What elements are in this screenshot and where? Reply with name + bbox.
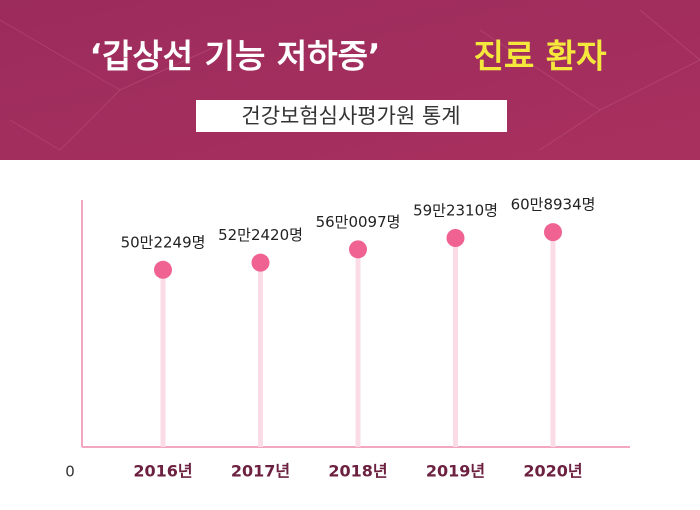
subtitle: 건강보험심사평가원 통계 [241,104,460,128]
dot [251,253,270,272]
subtitle-box [196,100,507,132]
dot [349,240,367,259]
x-tick-label: 2019년 [426,462,485,481]
value-label: 52만2420명 [218,226,303,244]
header-background [0,0,700,160]
y-tick-label: 0 [65,463,75,481]
dot [544,223,562,242]
value-label: 60만8934명 [511,196,596,214]
dot [446,228,465,247]
x-tick-label: 2020년 [523,462,582,481]
x-tick-label: 2016년 [133,462,192,481]
dot [154,260,172,279]
x-tick-label: 2018년 [328,462,387,481]
network-pattern [0,9,700,151]
value-label: 56만0097명 [316,213,401,231]
value-label: 50만2249명 [121,233,206,251]
x-tick-label: 2017년 [231,462,290,481]
title-emphasis: 진료 환자 [474,37,608,76]
value-label: 59만2310명 [413,201,498,219]
title: ‘갑상선 기능 저하증’ [90,37,381,76]
